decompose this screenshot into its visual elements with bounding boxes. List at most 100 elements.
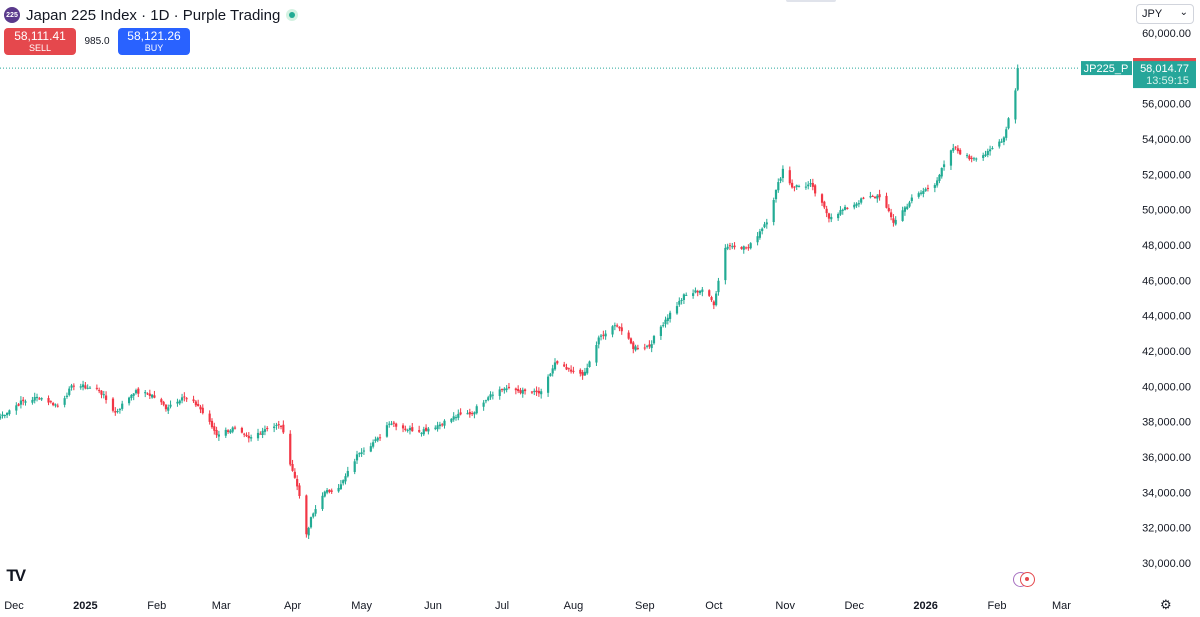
candle-body bbox=[450, 418, 453, 422]
candle-body bbox=[517, 388, 520, 392]
candle-body bbox=[229, 430, 232, 433]
y-tick-label: 60,000.00 bbox=[1142, 28, 1191, 40]
candle-body bbox=[114, 411, 117, 413]
candle-body bbox=[650, 344, 653, 349]
y-tick-label: 56,000.00 bbox=[1142, 99, 1191, 111]
candle-body bbox=[682, 294, 686, 300]
candle-body bbox=[952, 148, 955, 151]
candle-body bbox=[100, 390, 103, 395]
candle-body bbox=[938, 174, 941, 181]
y-tick-label: 30,000.00 bbox=[1142, 558, 1191, 570]
candle-body bbox=[901, 210, 904, 221]
candle-body bbox=[975, 158, 978, 160]
spread-value: 985.0 bbox=[84, 36, 110, 47]
candle-body bbox=[194, 401, 197, 406]
symbol-title[interactable]: Japan 225 Index · 1D · Purple Trading bbox=[26, 6, 281, 24]
candle-body bbox=[35, 396, 39, 399]
x-tick-label: 2026 bbox=[913, 600, 937, 612]
candle-body bbox=[261, 430, 264, 435]
candle-body bbox=[279, 425, 283, 427]
candle-body bbox=[814, 185, 817, 194]
x-tick-label: 2025 bbox=[73, 600, 97, 612]
candle-body bbox=[862, 197, 865, 199]
candle-body bbox=[213, 426, 216, 431]
candle-body bbox=[685, 294, 688, 296]
candle-body bbox=[256, 432, 260, 439]
candle-body bbox=[715, 293, 718, 306]
candle-body bbox=[395, 423, 398, 427]
buy-button[interactable]: 58,121.26 BUY bbox=[118, 28, 190, 55]
candle-body bbox=[17, 404, 20, 406]
candle-body bbox=[342, 480, 345, 484]
candle-body bbox=[443, 420, 446, 426]
candle-body bbox=[224, 429, 227, 436]
candle-body bbox=[597, 337, 600, 345]
candle-body bbox=[827, 213, 831, 219]
y-tick-label: 52,000.00 bbox=[1142, 169, 1191, 181]
countdown-text: 13:59:15 bbox=[1146, 75, 1189, 87]
candle-body bbox=[273, 426, 276, 429]
candle-body bbox=[692, 293, 695, 296]
candle-body bbox=[330, 490, 333, 492]
top-drag-handle[interactable] bbox=[786, 0, 836, 2]
candle-body bbox=[1014, 90, 1017, 120]
candle-body bbox=[457, 413, 460, 418]
candle-body bbox=[664, 319, 667, 325]
candle-body bbox=[540, 391, 543, 395]
candle-body bbox=[233, 427, 237, 429]
candle-body bbox=[243, 433, 246, 435]
candle-body bbox=[116, 410, 119, 412]
candle-body bbox=[595, 345, 598, 363]
candle-body bbox=[441, 424, 444, 426]
candle-body bbox=[390, 423, 393, 425]
candle-body bbox=[675, 306, 679, 314]
candle-body bbox=[724, 247, 727, 281]
candle-body bbox=[500, 389, 504, 391]
candle-body bbox=[669, 312, 672, 319]
x-tick-label: Oct bbox=[705, 600, 722, 612]
candle-body bbox=[325, 490, 329, 493]
candle-body bbox=[965, 155, 969, 157]
event-marker-icon-2[interactable] bbox=[1020, 572, 1035, 587]
currency-select[interactable]: JPY ⌄ bbox=[1136, 4, 1194, 24]
candle-body bbox=[275, 424, 278, 426]
candle-body bbox=[134, 390, 138, 394]
x-tick-label: Apr bbox=[284, 600, 301, 612]
candle-body bbox=[355, 454, 359, 461]
candle-body bbox=[475, 406, 478, 414]
candle-body bbox=[344, 476, 347, 482]
sell-label: SELL bbox=[28, 43, 52, 53]
chart-header: 225 Japan 225 Index · 1D · Purple Tradin… bbox=[4, 5, 299, 25]
candle-body bbox=[749, 243, 752, 249]
candle-body bbox=[604, 333, 607, 337]
sell-button[interactable]: 58,111.41 SELL bbox=[4, 28, 76, 55]
candle-body bbox=[530, 391, 534, 393]
candle-body bbox=[277, 424, 280, 426]
candle-body bbox=[942, 164, 946, 168]
tradingview-logo-icon[interactable]: TV bbox=[6, 566, 26, 585]
candle-body bbox=[291, 464, 294, 471]
candle-body bbox=[910, 197, 913, 202]
candle-body bbox=[523, 389, 527, 392]
candle-body bbox=[183, 396, 186, 398]
candle-body bbox=[454, 417, 458, 419]
gear-icon[interactable]: ⚙ bbox=[1160, 597, 1172, 612]
candle-body bbox=[378, 437, 382, 439]
candle-body bbox=[137, 388, 140, 394]
x-tick-label: Nov bbox=[775, 600, 795, 612]
candle-body bbox=[807, 184, 810, 187]
candle-body bbox=[153, 395, 156, 398]
candle-body bbox=[358, 453, 361, 455]
candle-body bbox=[643, 347, 646, 349]
candle-body bbox=[38, 398, 41, 400]
candle-body bbox=[81, 384, 85, 388]
x-tick-label: Jun bbox=[424, 600, 442, 612]
candle-body bbox=[305, 495, 308, 535]
candle-body bbox=[160, 399, 163, 403]
candle-body bbox=[406, 429, 409, 431]
candle-body bbox=[217, 434, 220, 437]
x-tick-label: May bbox=[351, 600, 372, 612]
candle-body bbox=[570, 369, 573, 372]
candle-body bbox=[385, 425, 389, 437]
